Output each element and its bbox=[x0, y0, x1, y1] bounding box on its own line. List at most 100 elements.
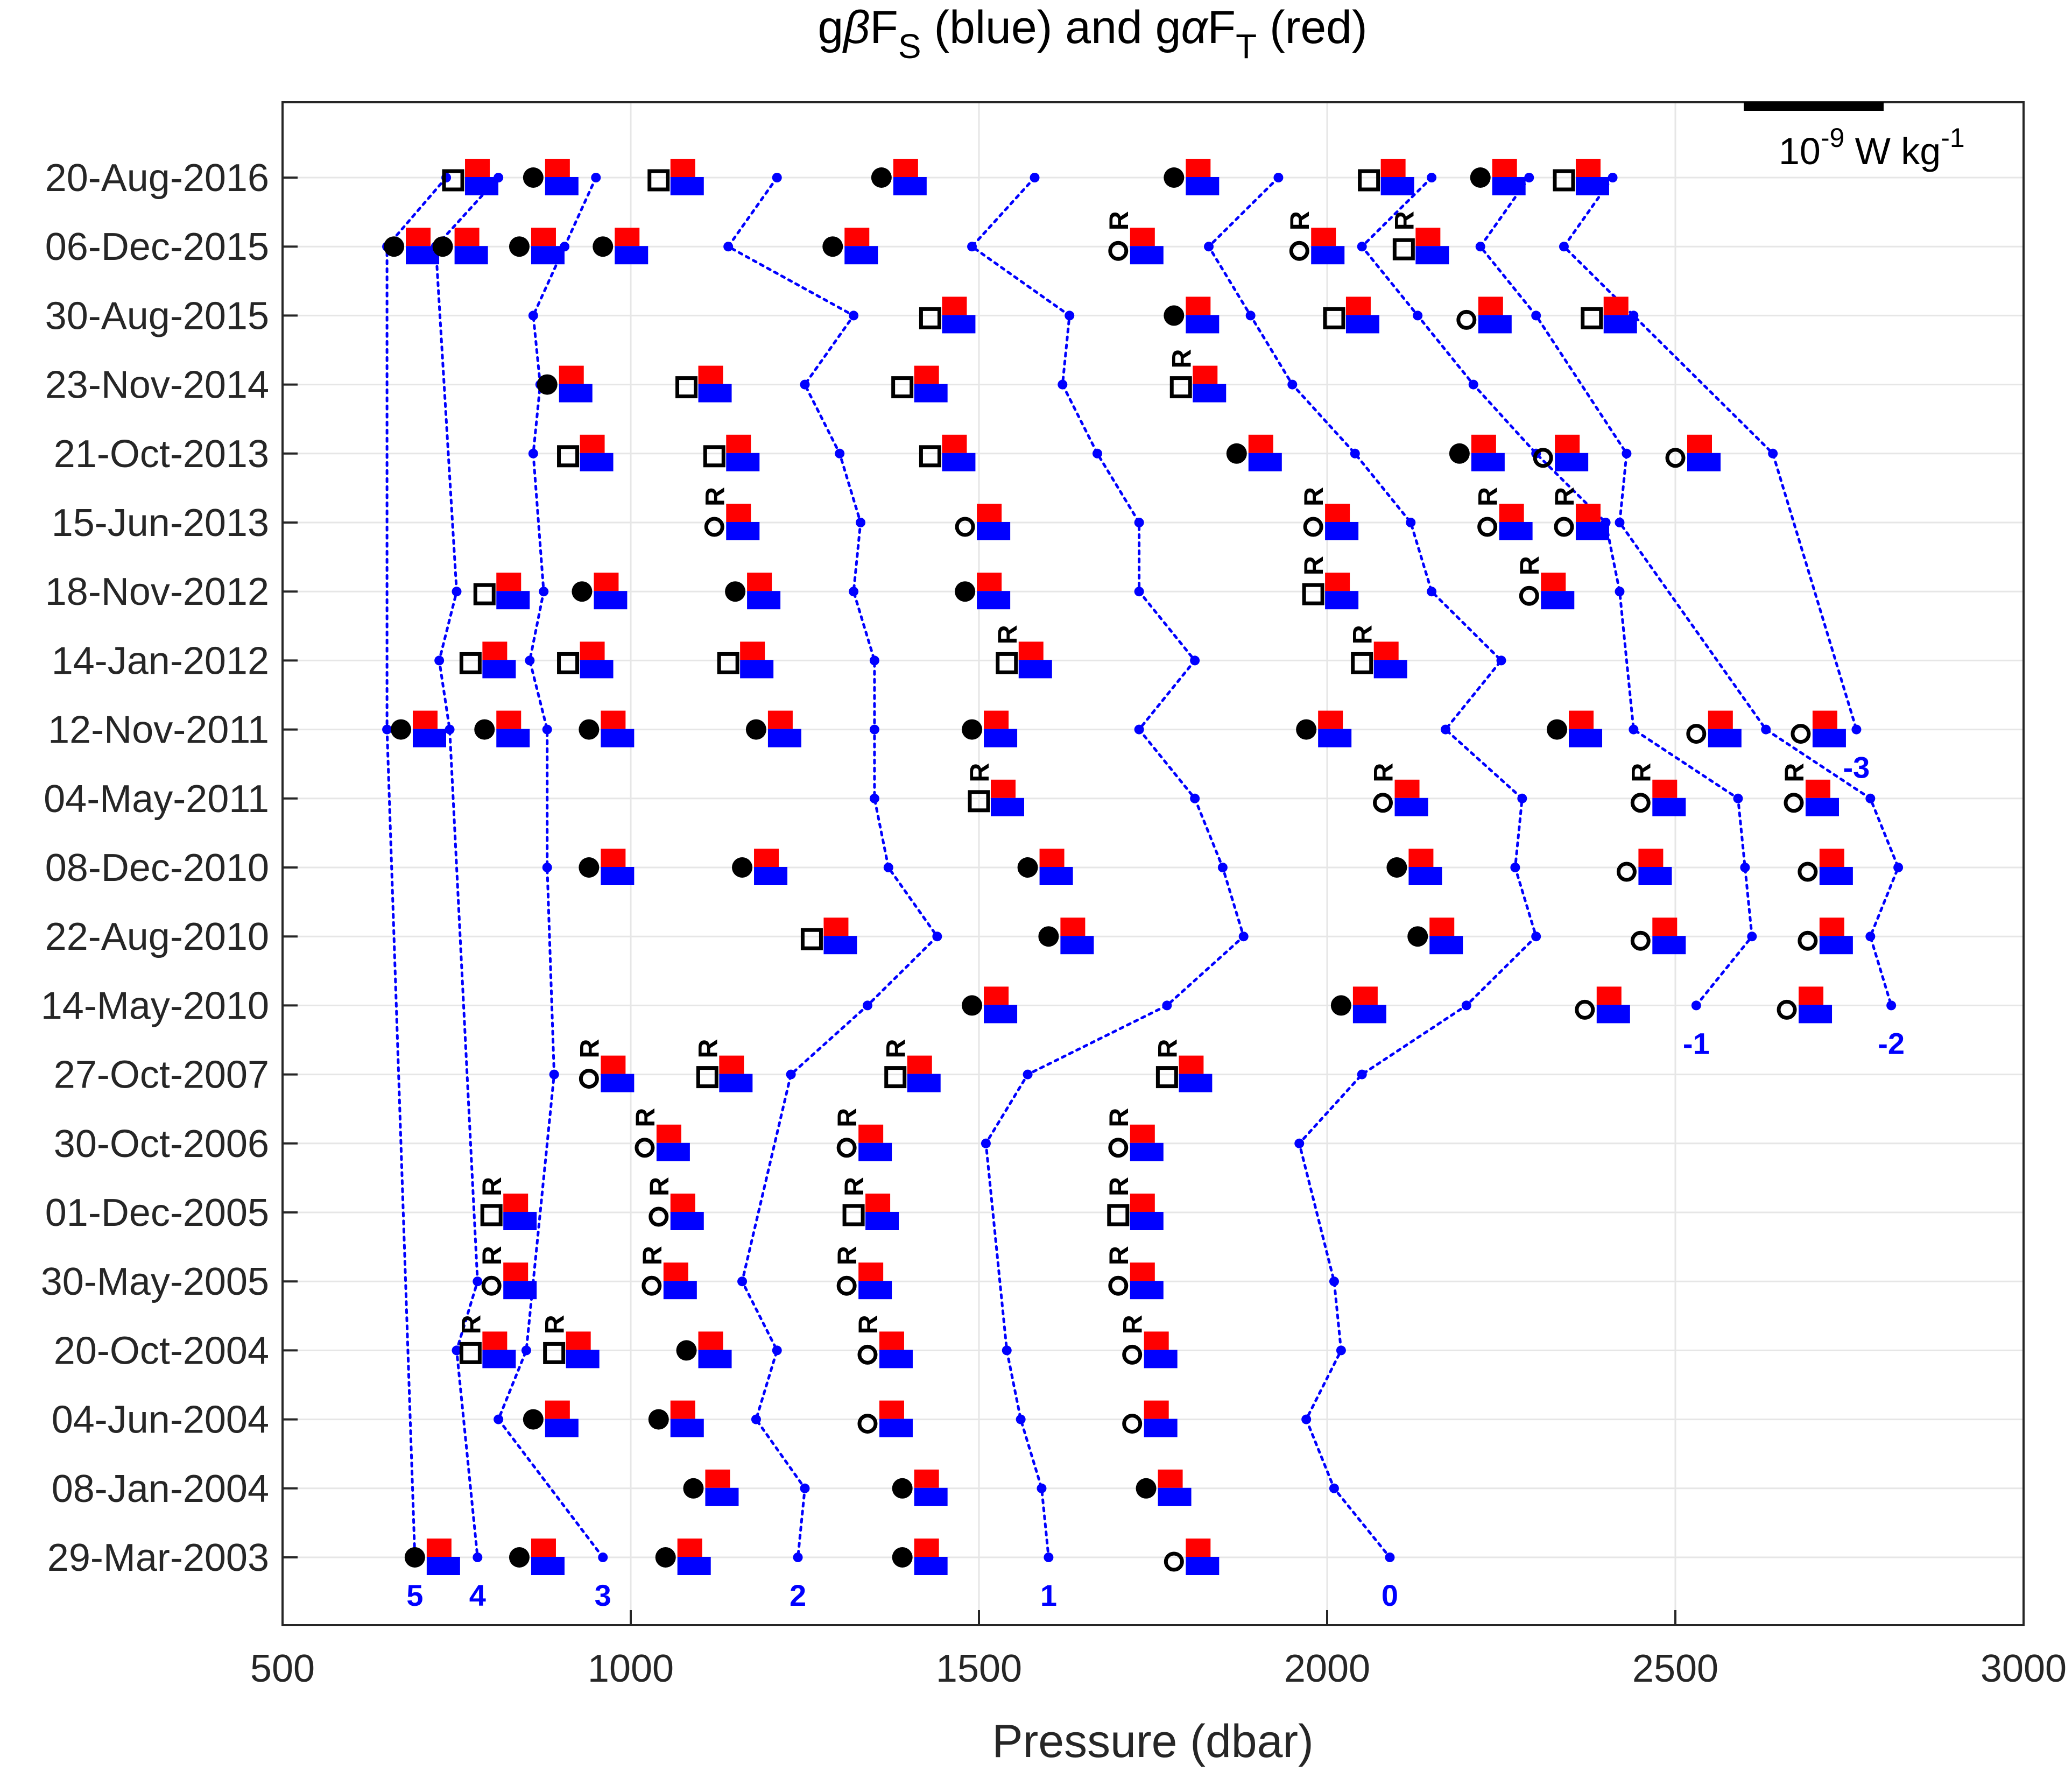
observation-marker bbox=[892, 1469, 948, 1506]
filled-dot-marker bbox=[1164, 167, 1185, 188]
contour-point bbox=[1691, 1000, 1701, 1011]
red-flux-bar bbox=[1318, 710, 1343, 729]
red-flux-bar bbox=[1569, 710, 1594, 729]
contour-label: 4 bbox=[469, 1578, 486, 1612]
square-marker bbox=[442, 169, 464, 192]
open-circle-marker bbox=[1575, 999, 1595, 1020]
blue-flux-bar bbox=[1819, 867, 1853, 885]
contour-point bbox=[1030, 173, 1040, 182]
square-marker bbox=[675, 376, 698, 399]
contour-point bbox=[1065, 311, 1075, 321]
observation-marker bbox=[1665, 434, 1721, 471]
filled-dot-marker bbox=[655, 1547, 676, 1568]
open-circle-marker bbox=[1616, 862, 1637, 882]
blue-flux-bar bbox=[1380, 177, 1414, 195]
blue-flux-bar bbox=[1039, 867, 1073, 885]
red-flux-bar bbox=[977, 573, 1002, 591]
contour-point bbox=[835, 448, 845, 458]
contour-point bbox=[1301, 1414, 1312, 1424]
contour-line bbox=[1478, 176, 1900, 1007]
square-marker bbox=[1302, 583, 1324, 605]
observation-marker bbox=[557, 434, 614, 471]
blue-flux-bar bbox=[942, 453, 976, 471]
blue-flux-bar bbox=[663, 1281, 697, 1300]
observation-marker bbox=[537, 365, 593, 403]
red-flux-bar bbox=[503, 1262, 528, 1281]
red-flux-bar bbox=[545, 1400, 570, 1419]
open-circle-marker bbox=[1533, 448, 1553, 468]
r-annotation: R bbox=[1104, 1246, 1134, 1265]
red-flux-bar bbox=[1575, 504, 1601, 522]
y-tick-label: 30-May-2005 bbox=[41, 1260, 269, 1303]
observation-marker: R bbox=[1118, 1315, 1178, 1368]
observation-marker bbox=[1456, 297, 1512, 334]
blue-flux-bar bbox=[1408, 867, 1442, 885]
blue-flux-bar bbox=[719, 1074, 753, 1092]
observation-marker bbox=[474, 710, 530, 747]
red-flux-bar bbox=[844, 228, 870, 246]
square-marker bbox=[480, 1204, 503, 1226]
observation-marker bbox=[1164, 159, 1220, 195]
observation-marker bbox=[717, 641, 774, 679]
blue-flux-bar bbox=[991, 798, 1024, 816]
blue-flux-bar bbox=[496, 729, 530, 747]
observation-marker bbox=[919, 434, 976, 471]
observation-marker: R bbox=[477, 1246, 537, 1300]
contour-point bbox=[723, 242, 734, 252]
contour-point bbox=[1440, 724, 1450, 735]
x-tick-label: 2000 bbox=[1284, 1647, 1370, 1690]
observation-marker bbox=[1798, 918, 1853, 955]
blue-flux-bar bbox=[580, 660, 614, 679]
r-annotation: R bbox=[1299, 556, 1329, 575]
contour-point bbox=[1733, 793, 1743, 803]
r-annotation: R bbox=[1104, 211, 1134, 230]
blue-flux-bar bbox=[858, 1142, 892, 1161]
blue-flux-bar bbox=[1018, 660, 1052, 679]
filled-dot-marker bbox=[1296, 719, 1317, 740]
contour-point bbox=[869, 724, 879, 735]
red-flux-bar bbox=[726, 434, 751, 453]
r-annotation: R bbox=[992, 625, 1023, 644]
blue-flux-bar bbox=[496, 591, 530, 610]
blue-flux-bar bbox=[698, 384, 732, 403]
red-flux-bar bbox=[747, 573, 772, 591]
contour-point bbox=[849, 587, 859, 597]
observation-marker: R bbox=[1473, 487, 1533, 540]
r-annotation: R bbox=[1104, 1177, 1134, 1196]
filled-dot-marker bbox=[593, 236, 614, 257]
observation-marker bbox=[1226, 434, 1282, 471]
red-flux-bar bbox=[1429, 918, 1455, 936]
r-annotation: R bbox=[1118, 1315, 1148, 1334]
contour-point bbox=[1413, 311, 1423, 321]
observation-marker bbox=[871, 159, 927, 195]
red-flux-bar bbox=[465, 159, 490, 177]
observation-marker bbox=[725, 573, 781, 610]
square-marker bbox=[459, 652, 482, 674]
blue-flux-bar bbox=[1060, 936, 1094, 955]
observation-marker: R bbox=[1152, 1039, 1213, 1092]
observation-marker: R bbox=[693, 1039, 753, 1092]
blue-flux-bar bbox=[531, 1557, 565, 1575]
observation-marker bbox=[962, 710, 1018, 747]
open-circle-marker bbox=[1303, 517, 1323, 537]
r-annotation: R bbox=[700, 487, 730, 506]
blue-flux-bar bbox=[594, 591, 628, 610]
open-circle-marker bbox=[1798, 930, 1818, 951]
open-circle-marker bbox=[1108, 1275, 1129, 1296]
blue-flux-bar bbox=[1318, 729, 1352, 747]
contour-point bbox=[1531, 311, 1541, 321]
observation-marker bbox=[1547, 710, 1603, 747]
contour-point bbox=[981, 1138, 991, 1148]
r-annotation: R bbox=[964, 763, 995, 782]
contour-point bbox=[751, 1414, 761, 1424]
red-flux-bar bbox=[566, 1331, 591, 1350]
open-circle-marker bbox=[704, 517, 724, 537]
blue-flux-bar bbox=[879, 1419, 913, 1437]
red-flux-bar bbox=[1130, 1124, 1155, 1143]
observation-marker: R bbox=[1166, 349, 1227, 403]
blue-flux-bar bbox=[907, 1074, 941, 1092]
contour-point bbox=[1406, 518, 1416, 527]
blue-flux-bar bbox=[1652, 936, 1686, 955]
observation-marker bbox=[703, 434, 760, 471]
open-circle-marker bbox=[1122, 1414, 1143, 1434]
